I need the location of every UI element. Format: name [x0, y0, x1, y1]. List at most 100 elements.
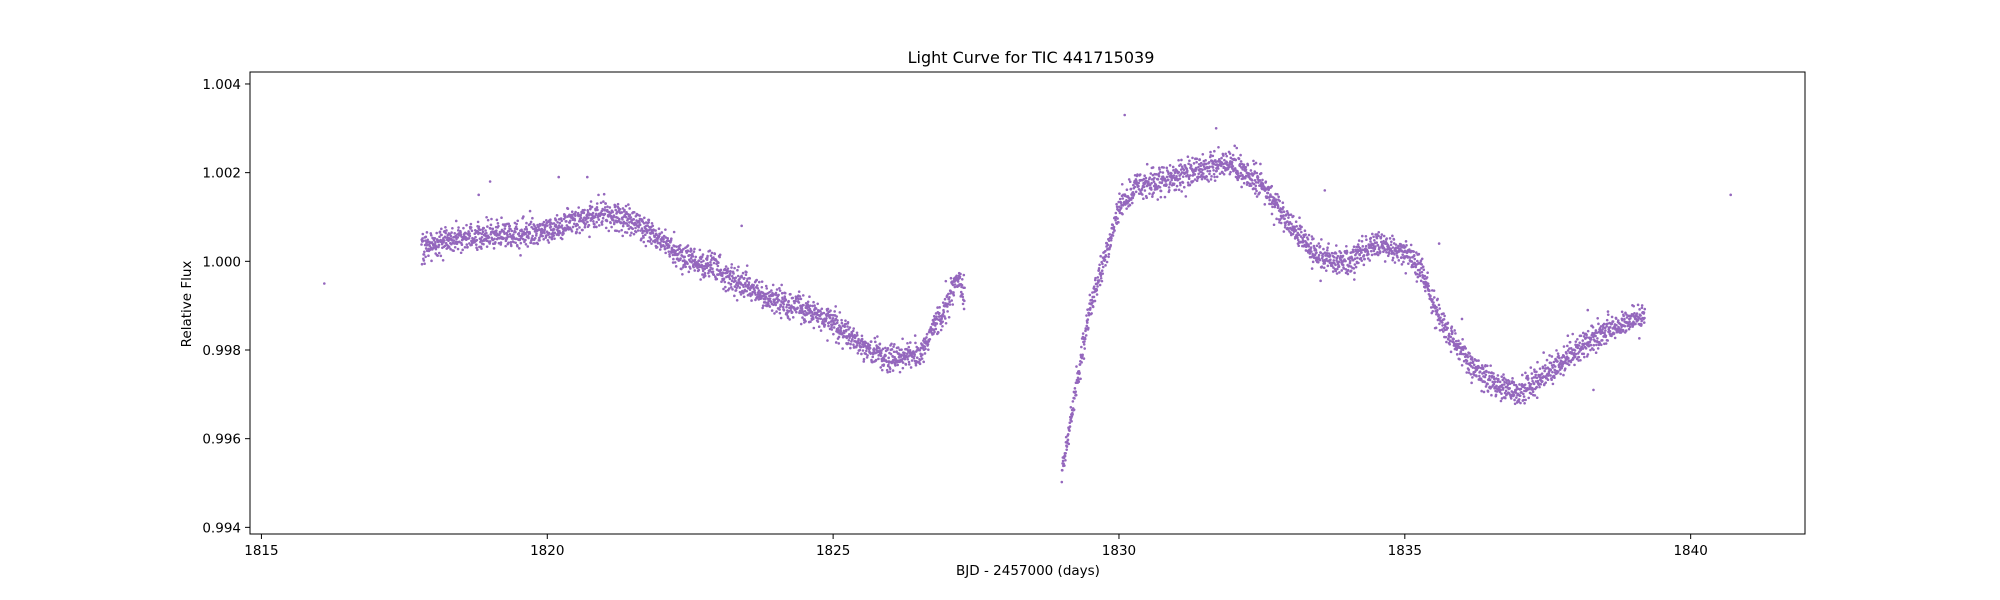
data-point: [956, 280, 960, 283]
data-point: [1141, 193, 1144, 196]
data-point: [701, 269, 705, 273]
data-point: [933, 324, 937, 327]
data-point: [1184, 195, 1188, 198]
data-point: [1454, 339, 1458, 343]
data-point: [525, 227, 529, 231]
data-point: [618, 217, 621, 221]
data-point: [790, 310, 794, 314]
data-point: [745, 279, 749, 283]
data-point: [1342, 267, 1346, 270]
data-point: [768, 290, 771, 294]
data-point: [1317, 242, 1321, 245]
data-point: [798, 295, 802, 298]
data-point: [440, 242, 444, 246]
data-point: [620, 228, 623, 232]
data-point: [1357, 239, 1361, 242]
data-point: [943, 297, 947, 301]
data-point: [1391, 256, 1395, 260]
data-point: [736, 274, 740, 278]
data-point: [1300, 225, 1303, 229]
data-point: [437, 251, 441, 255]
data-point: [578, 226, 581, 229]
data-point: [1559, 361, 1562, 365]
data-point: [1321, 255, 1324, 258]
data-point: [1332, 255, 1336, 259]
data-point: [490, 217, 493, 221]
data-point: [887, 361, 891, 364]
data-point: [1276, 204, 1280, 208]
data-point: [799, 322, 803, 326]
data-point: [1088, 293, 1092, 297]
data-point: [514, 225, 518, 229]
data-point: [1340, 269, 1343, 272]
data-point: [1094, 276, 1097, 280]
data-point: [1275, 201, 1279, 204]
data-point: [1101, 262, 1104, 266]
data-point: [1151, 195, 1154, 198]
data-point: [1377, 230, 1381, 234]
data-point: [1351, 258, 1355, 262]
data-point: [1128, 180, 1132, 184]
y-tick-label: 1.002: [202, 166, 241, 182]
data-point: [742, 285, 745, 289]
data-point: [588, 204, 592, 208]
data-point: [437, 243, 441, 247]
data-point: [1078, 363, 1082, 366]
data-point: [1073, 387, 1077, 390]
data-point: [1350, 256, 1354, 260]
data-point: [654, 238, 657, 242]
data-point: [562, 232, 565, 235]
data-point: [621, 207, 625, 210]
data-point: [1604, 342, 1608, 345]
data-point: [1344, 259, 1347, 263]
data-point: [812, 317, 815, 321]
data-point: [1249, 169, 1253, 172]
x-tick-label: 1820: [530, 543, 564, 559]
data-point: [748, 277, 752, 280]
data-point: [1212, 169, 1215, 172]
data-point: [1173, 178, 1177, 182]
data-point: [784, 298, 788, 302]
data-point: [1181, 175, 1185, 178]
data-point: [819, 329, 823, 332]
data-point: [1111, 223, 1115, 227]
data-point: [1289, 213, 1293, 216]
data-point: [1191, 180, 1195, 183]
data-point: [1515, 385, 1519, 389]
data-point: [625, 231, 629, 234]
data-point: [660, 231, 664, 234]
data-point: [667, 250, 671, 253]
data-point: [465, 223, 468, 227]
data-point: [1628, 320, 1631, 324]
data-point: [1373, 247, 1377, 251]
data-point: [1254, 187, 1257, 191]
data-point: [706, 262, 710, 265]
data-point: [1157, 172, 1161, 175]
data-point: [693, 258, 697, 262]
data-point: [837, 342, 841, 345]
data-point: [571, 225, 575, 229]
data-point: [1548, 354, 1551, 357]
y-tick-label: 0.998: [202, 343, 241, 359]
data-point: [673, 244, 676, 248]
data-point: [895, 350, 898, 353]
data-point: [1391, 234, 1394, 238]
data-point: [1109, 238, 1113, 242]
data-point: [868, 346, 872, 350]
data-point: [868, 344, 872, 347]
data-point: [1640, 319, 1643, 323]
data-point: [812, 326, 816, 330]
y-axis-label: Relative Flux: [179, 261, 195, 348]
data-point: [779, 316, 783, 320]
data-point: [1426, 271, 1429, 275]
data-point: [1295, 224, 1298, 228]
data-point: [903, 357, 907, 361]
data-point: [1389, 243, 1393, 247]
data-point: [428, 248, 432, 251]
data-point: [1132, 183, 1135, 187]
data-point: [1163, 195, 1167, 199]
data-point: [1074, 390, 1077, 393]
data-point: [1416, 259, 1419, 263]
data-point: [1588, 340, 1592, 344]
data-point: [1493, 380, 1497, 384]
